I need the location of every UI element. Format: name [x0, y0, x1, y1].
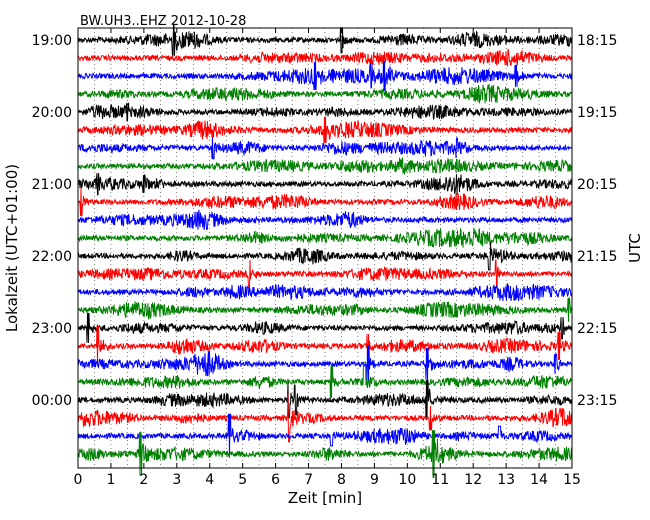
x-tick-label: 2 — [139, 472, 148, 488]
x-tick-label: 5 — [238, 472, 247, 488]
left-axis-ticks: 19:00 20:00 21:00 22:00 23:00 00:00 — [32, 33, 83, 409]
right-tick-label: 22:15 — [577, 321, 617, 337]
x-tick-label: 12 — [464, 472, 482, 488]
left-tick-label: 22:00 — [32, 249, 72, 265]
seismic-trace-21 — [77, 394, 573, 443]
seismic-trace-23 — [77, 430, 573, 478]
seismic-trace-11 — [77, 227, 573, 248]
x-tick-label: 7 — [304, 472, 313, 488]
y-axis-label-left: Lokalzeit (UTC+01:00) — [3, 164, 21, 332]
seismic-trace-3 — [77, 84, 573, 104]
plot-frame — [77, 27, 573, 469]
seismic-trace-15 — [77, 297, 573, 322]
x-tick-label: 13 — [497, 472, 515, 488]
right-tick-label: 18:15 — [577, 33, 617, 49]
seismic-trace-20 — [77, 379, 573, 420]
seismic-trace-13 — [77, 259, 573, 289]
left-tick-label: 20:00 — [32, 105, 72, 121]
x-tick-label: 10 — [398, 472, 416, 488]
x-tick-label: 0 — [74, 472, 83, 488]
seismic-trace-22 — [77, 413, 573, 458]
right-tick-label: 20:15 — [577, 177, 617, 193]
y-axis-label-right: UTC — [626, 233, 644, 263]
right-axis-ticks: 18:15 19:15 20:15 21:15 22:15 23:15 — [567, 33, 617, 409]
seismic-trace-8 — [77, 173, 573, 196]
seismic-trace-2 — [77, 61, 573, 91]
seismic-trace-1 — [77, 48, 573, 67]
seismic-trace-18 — [77, 344, 573, 383]
right-tick-label: 19:15 — [577, 105, 617, 121]
x-axis-label: Zeit [min] — [288, 489, 362, 507]
seismic-trace-6 — [77, 137, 573, 160]
left-tick-label: 19:00 — [32, 33, 72, 49]
x-tick-label: 3 — [172, 472, 181, 488]
right-tick-label: 21:15 — [577, 249, 617, 265]
seismic-trace-7 — [77, 156, 573, 175]
left-tick-label: 23:00 — [32, 321, 72, 337]
seismic-trace-19 — [77, 361, 573, 398]
seismic-trace-4 — [77, 102, 573, 122]
seismic-traces — [77, 23, 573, 478]
chart-title: BW.UH3..EHZ 2012-10-28 — [80, 14, 246, 29]
x-tick-label: 6 — [271, 472, 280, 488]
x-tick-label: 11 — [431, 472, 449, 488]
x-tick-label: 14 — [530, 472, 548, 488]
x-axis-ticks: 0 1 2 3 4 5 6 7 8 9 10 11 12 13 14 15 — [74, 28, 581, 488]
seismic-trace-10 — [77, 209, 573, 231]
x-tick-label: 15 — [563, 472, 581, 488]
x-tick-label: 4 — [205, 472, 214, 488]
right-tick-label: 23:15 — [577, 393, 617, 409]
left-tick-label: 00:00 — [32, 393, 72, 409]
x-tick-label: 1 — [106, 472, 115, 488]
seismic-trace-14 — [77, 283, 573, 301]
left-tick-label: 21:00 — [32, 177, 72, 193]
x-tick-label: 8 — [337, 472, 346, 488]
seismic-trace-17 — [77, 325, 573, 366]
seismic-trace-16 — [77, 312, 573, 343]
grid-lines — [94, 28, 556, 468]
seismic-trace-9 — [77, 188, 573, 217]
x-tick-label: 9 — [370, 472, 379, 488]
seismic-trace-0 — [77, 23, 573, 57]
seismic-trace-5 — [77, 117, 573, 143]
seismic-trace-12 — [77, 242, 573, 271]
